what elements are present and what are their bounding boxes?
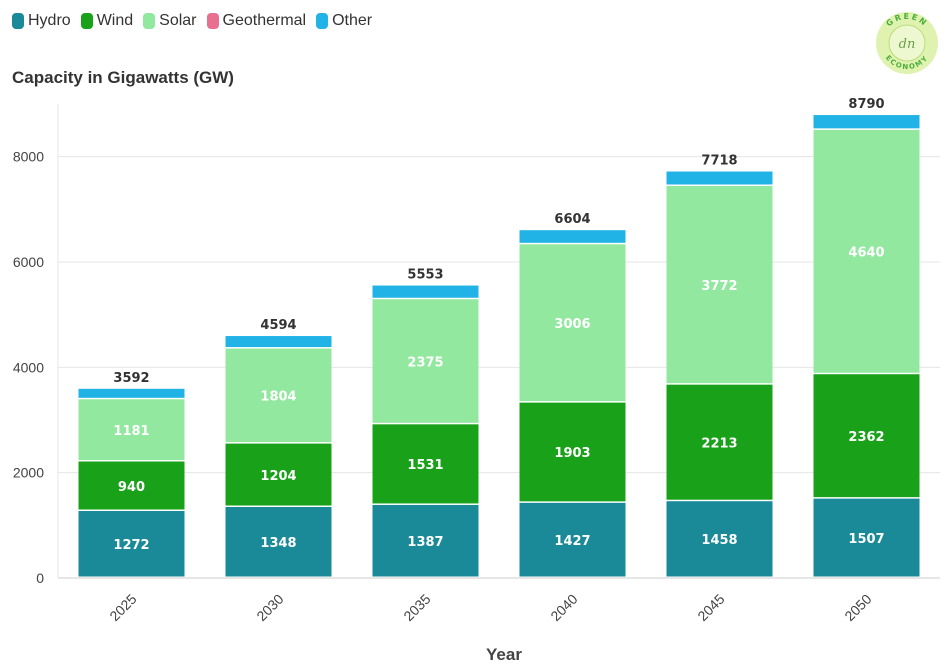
total-label: 6604 — [554, 212, 590, 227]
bar-segment-hydro — [225, 507, 332, 577]
x-tick-label: 2045 — [694, 591, 727, 624]
total-label: 8790 — [848, 97, 884, 112]
bar-segment-hydro — [78, 511, 185, 577]
data-label: 4640 — [848, 246, 884, 261]
legend-swatch — [80, 13, 93, 29]
data-label: 3006 — [554, 317, 590, 332]
bar-segment-wind — [225, 443, 332, 506]
bar-segment-wind — [666, 384, 773, 500]
data-label: 1804 — [260, 390, 296, 405]
data-label: 1181 — [113, 424, 149, 439]
legend-label: Solar — [159, 12, 197, 29]
bar-segment-other — [372, 285, 479, 298]
y-tick-label: 0 — [36, 570, 44, 586]
total-label: 3592 — [113, 371, 149, 386]
chart-legend: Hydro Wind Solar Geothermal Other — [12, 12, 382, 30]
legend-swatch — [143, 13, 156, 29]
data-label: 2362 — [848, 430, 884, 445]
x-tick-label: 2040 — [547, 591, 580, 624]
x-tick-label: 2035 — [400, 591, 433, 624]
bar-segment-hydro — [666, 501, 773, 577]
x-axis-title: Year — [486, 645, 522, 664]
bar-segment-solar — [666, 186, 773, 384]
total-label: 4594 — [260, 318, 296, 333]
data-label: 3772 — [701, 279, 737, 294]
bar-segment-wind — [519, 402, 626, 502]
legend-item-hydro[interactable]: Hydro — [12, 12, 71, 30]
legend-item-solar[interactable]: Solar — [143, 12, 197, 30]
bar-segment-hydro — [372, 504, 479, 577]
data-label: 1458 — [701, 533, 737, 548]
logo-monogram: dn — [899, 37, 916, 52]
bar-segment-other — [519, 230, 626, 243]
data-label: 1427 — [554, 534, 590, 549]
legend-label: Geothermal — [222, 12, 307, 29]
legend-swatch — [316, 13, 329, 29]
legend-label: Hydro — [28, 12, 71, 29]
bar-segment-solar — [519, 244, 626, 402]
bar-segment-solar — [78, 399, 185, 461]
data-label: 1272 — [113, 538, 149, 553]
x-tick-label: 2050 — [841, 591, 874, 624]
y-tick-label: 4000 — [13, 359, 44, 375]
bar-segment-wind — [813, 374, 920, 498]
legend-item-geothermal[interactable]: Geothermal — [206, 12, 307, 30]
bar-segment-wind — [78, 461, 185, 510]
bar-segment-wind — [372, 424, 479, 504]
legend-label: Other — [332, 12, 373, 29]
bar-segment-other — [666, 171, 773, 185]
data-label: 1531 — [407, 458, 443, 473]
bar-segment-other — [78, 388, 185, 398]
x-tick-label: 2030 — [253, 591, 286, 624]
bar-segment-hydro — [813, 498, 920, 577]
green-economy-logo: GREEN ECONOMY dn — [876, 12, 938, 74]
bar-segment-other — [225, 336, 332, 348]
total-label: 7718 — [701, 154, 737, 169]
bar-segment-solar — [813, 129, 920, 373]
data-label: 1507 — [848, 532, 884, 547]
data-label: 1903 — [554, 446, 590, 461]
data-label: 1387 — [407, 535, 443, 550]
bar-segment-other — [813, 115, 920, 129]
data-label: 2213 — [701, 436, 737, 451]
legend-swatch — [12, 13, 24, 29]
bar-segment-solar — [372, 299, 479, 423]
data-label: 1348 — [260, 536, 296, 551]
legend-label: Wind — [96, 12, 134, 29]
legend-item-other[interactable]: Other — [316, 12, 372, 30]
x-tick-label: 2025 — [106, 591, 139, 624]
y-tick-label: 8000 — [13, 149, 44, 165]
bar-segment-hydro — [519, 502, 626, 577]
y-tick-label: 6000 — [13, 254, 44, 270]
y-tick-label: 2000 — [13, 465, 44, 481]
data-label: 1204 — [260, 469, 296, 484]
legend-swatch — [206, 13, 219, 29]
total-label: 5553 — [407, 268, 443, 283]
legend-item-wind[interactable]: Wind — [80, 12, 134, 30]
bar-segment-solar — [225, 348, 332, 443]
chart-title: Capacity in Gigawatts (GW) — [12, 68, 234, 87]
data-label: 2375 — [407, 355, 443, 370]
data-label: 940 — [118, 480, 145, 495]
